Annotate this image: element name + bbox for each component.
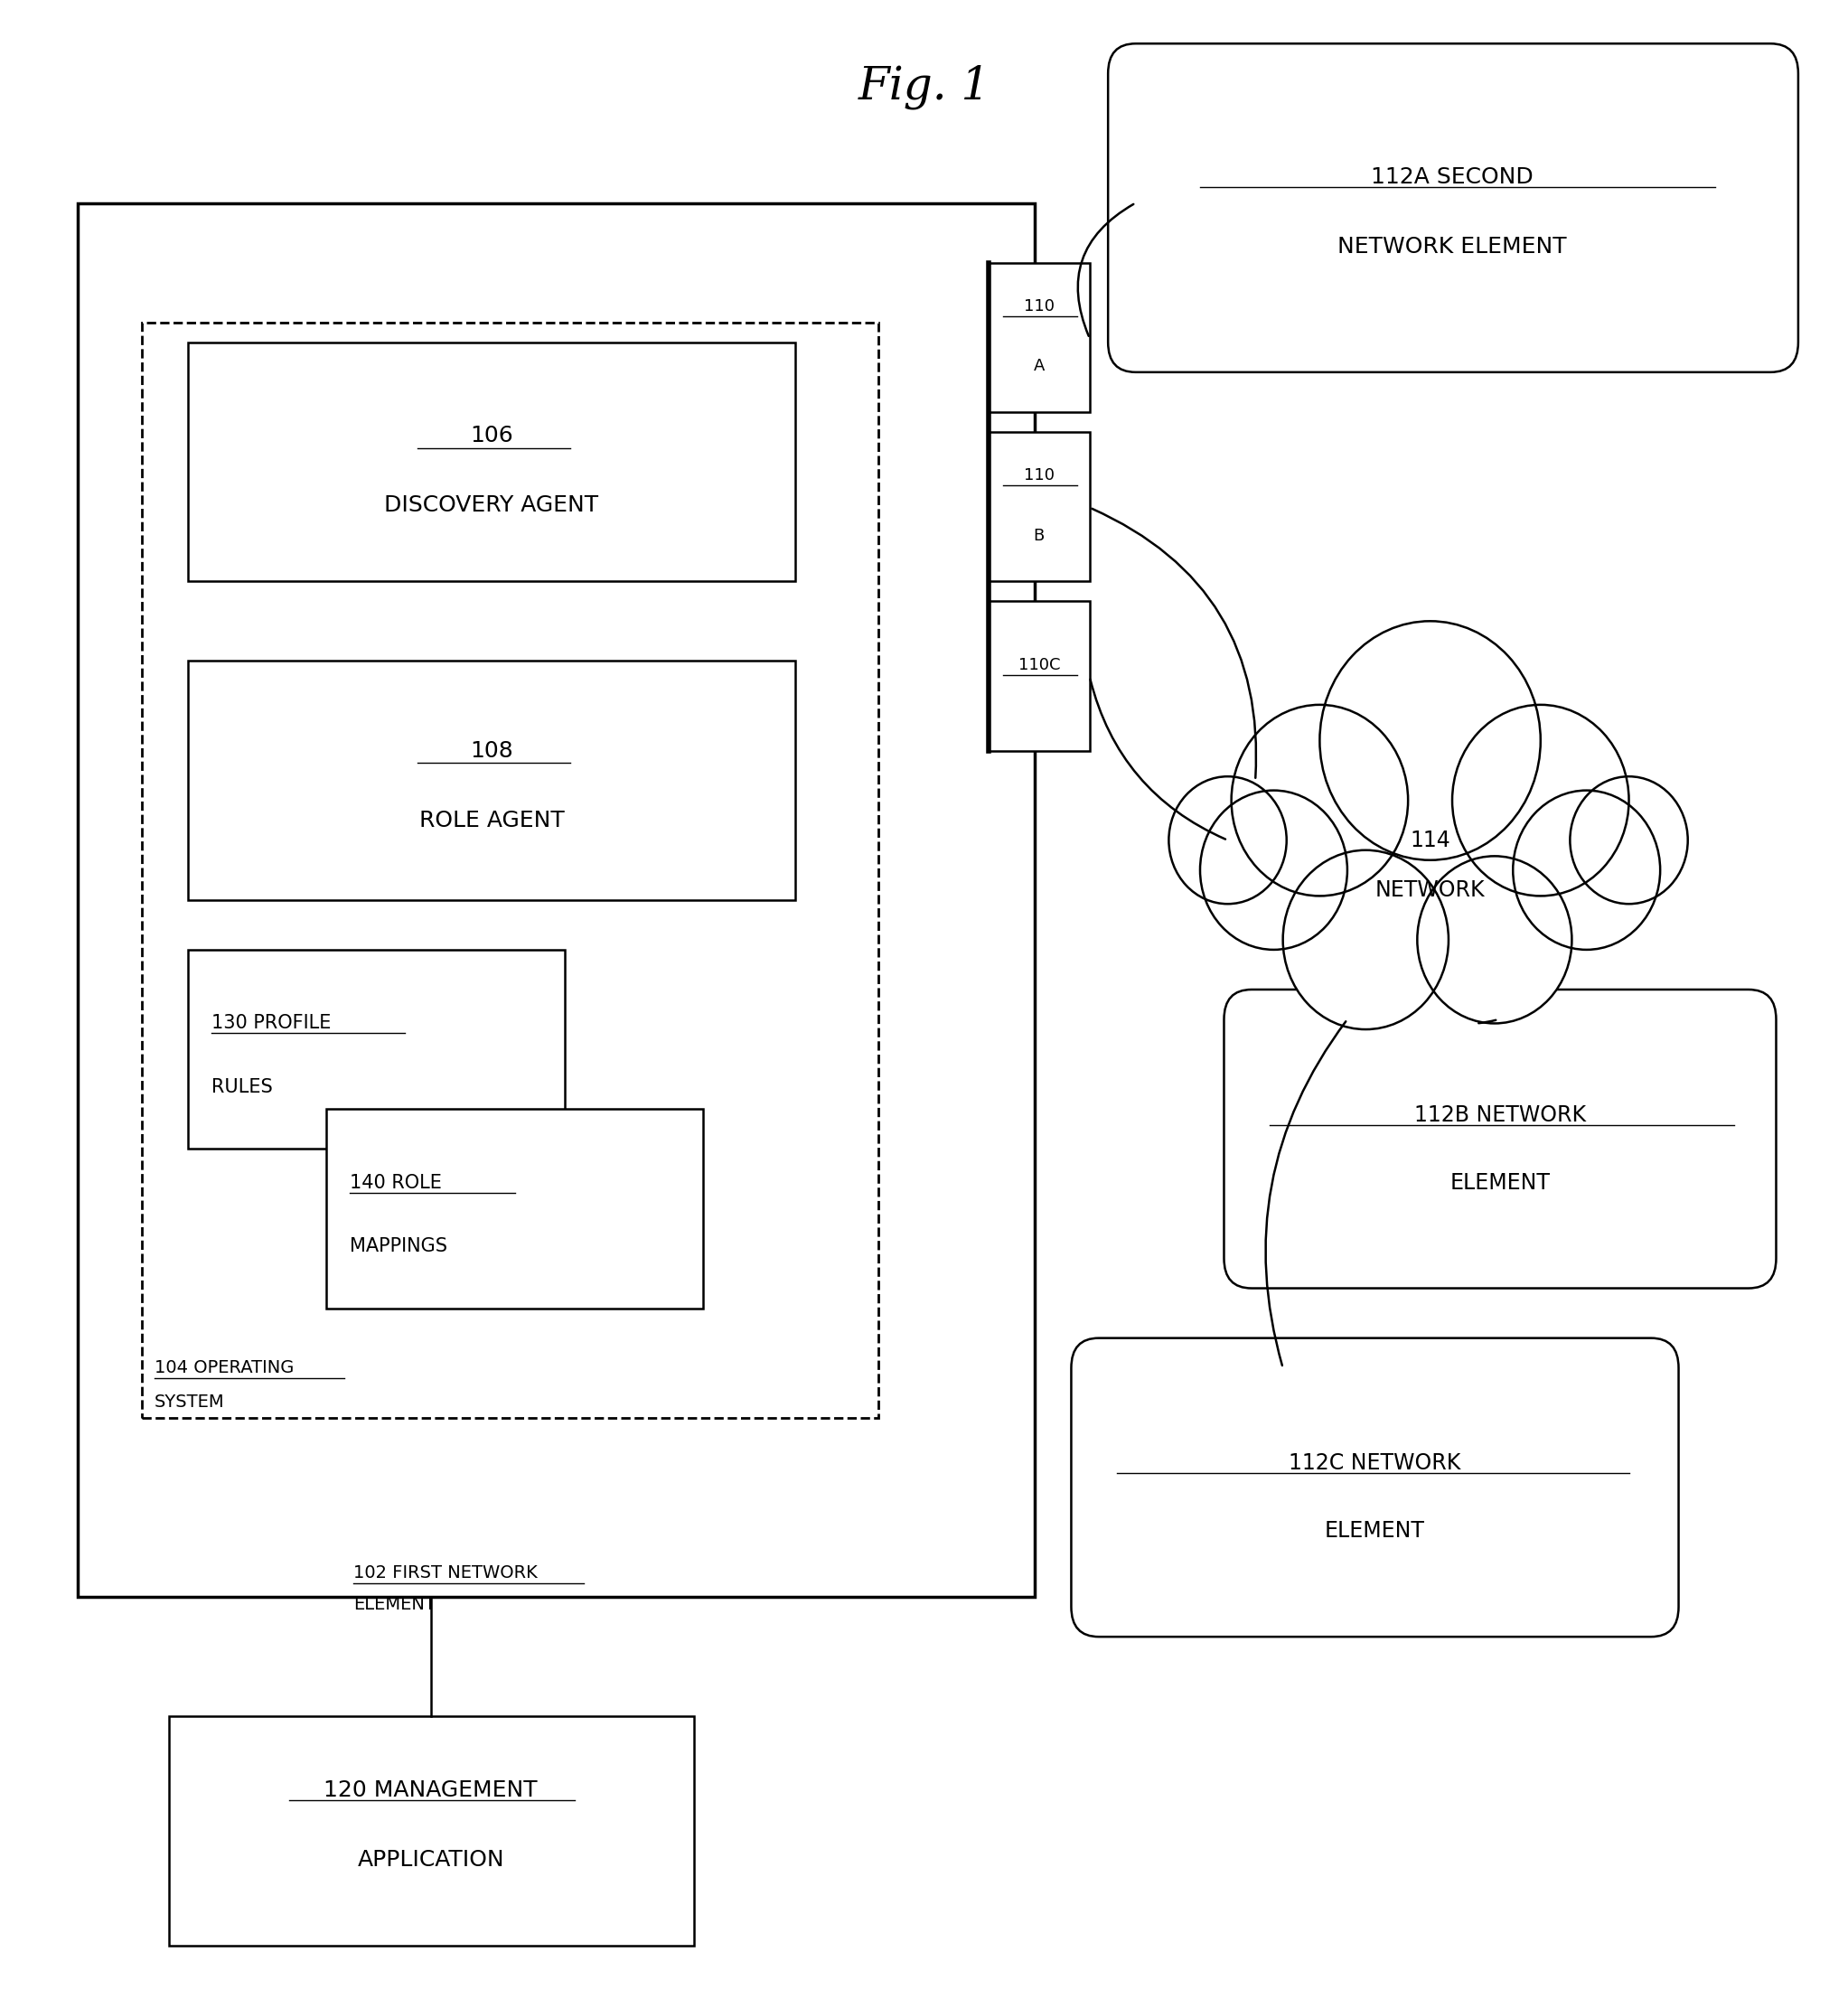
Text: ELEMENT: ELEMENT [1451, 1171, 1550, 1193]
Circle shape [1168, 776, 1286, 904]
Text: ELEMENT: ELEMENT [353, 1597, 436, 1613]
Circle shape [1417, 856, 1573, 1023]
Circle shape [1453, 706, 1628, 896]
Text: DISCOVERY AGENT: DISCOVERY AGENT [384, 496, 599, 516]
Circle shape [1199, 790, 1347, 950]
FancyBboxPatch shape [989, 262, 1090, 412]
FancyBboxPatch shape [188, 342, 795, 582]
Text: 112C NETWORK: 112C NETWORK [1288, 1453, 1462, 1475]
Circle shape [1571, 776, 1687, 904]
Text: 106: 106 [469, 426, 514, 446]
Circle shape [1514, 790, 1660, 950]
Text: Fig. 1: Fig. 1 [857, 66, 991, 110]
Circle shape [1319, 622, 1541, 860]
Text: 108: 108 [469, 740, 514, 762]
Text: NETWORK ELEMENT: NETWORK ELEMENT [1338, 236, 1567, 258]
Text: 110: 110 [1024, 468, 1055, 484]
Text: ELEMENT: ELEMENT [1325, 1521, 1425, 1541]
Text: MAPPINGS: MAPPINGS [349, 1237, 447, 1255]
FancyBboxPatch shape [170, 1717, 695, 1945]
FancyBboxPatch shape [78, 204, 1035, 1597]
Text: 112A SECOND: 112A SECOND [1371, 166, 1534, 188]
FancyArrowPatch shape [1478, 1019, 1495, 1023]
Text: 110: 110 [1024, 298, 1055, 314]
Text: 114: 114 [1410, 830, 1451, 852]
FancyBboxPatch shape [188, 662, 795, 900]
FancyArrowPatch shape [1266, 1021, 1345, 1365]
Text: 120 MANAGEMENT: 120 MANAGEMENT [323, 1779, 538, 1801]
Text: 102 FIRST NETWORK: 102 FIRST NETWORK [353, 1565, 538, 1581]
FancyBboxPatch shape [142, 322, 878, 1417]
Text: SYSTEM: SYSTEM [155, 1393, 225, 1411]
Text: 110C: 110C [1018, 658, 1061, 674]
Text: RULES: RULES [213, 1077, 274, 1095]
Text: B: B [1033, 528, 1044, 544]
Text: 112B NETWORK: 112B NETWORK [1414, 1103, 1586, 1125]
FancyBboxPatch shape [1223, 990, 1776, 1287]
FancyBboxPatch shape [325, 1109, 702, 1307]
Text: 140 ROLE: 140 ROLE [349, 1173, 442, 1191]
Text: A: A [1033, 358, 1044, 374]
Text: ROLE AGENT: ROLE AGENT [419, 810, 564, 832]
FancyArrowPatch shape [1092, 508, 1257, 778]
Circle shape [1283, 850, 1449, 1029]
FancyBboxPatch shape [989, 602, 1090, 750]
Text: APPLICATION: APPLICATION [357, 1849, 505, 1871]
Text: NETWORK: NETWORK [1375, 880, 1486, 902]
FancyBboxPatch shape [1072, 1337, 1678, 1637]
Text: 104 OPERATING: 104 OPERATING [155, 1359, 294, 1377]
FancyArrowPatch shape [1090, 680, 1225, 840]
FancyArrowPatch shape [1077, 204, 1133, 336]
Text: 130 PROFILE: 130 PROFILE [213, 1013, 331, 1031]
FancyBboxPatch shape [188, 950, 565, 1149]
FancyBboxPatch shape [989, 432, 1090, 582]
Circle shape [1231, 706, 1408, 896]
FancyBboxPatch shape [1109, 44, 1798, 372]
